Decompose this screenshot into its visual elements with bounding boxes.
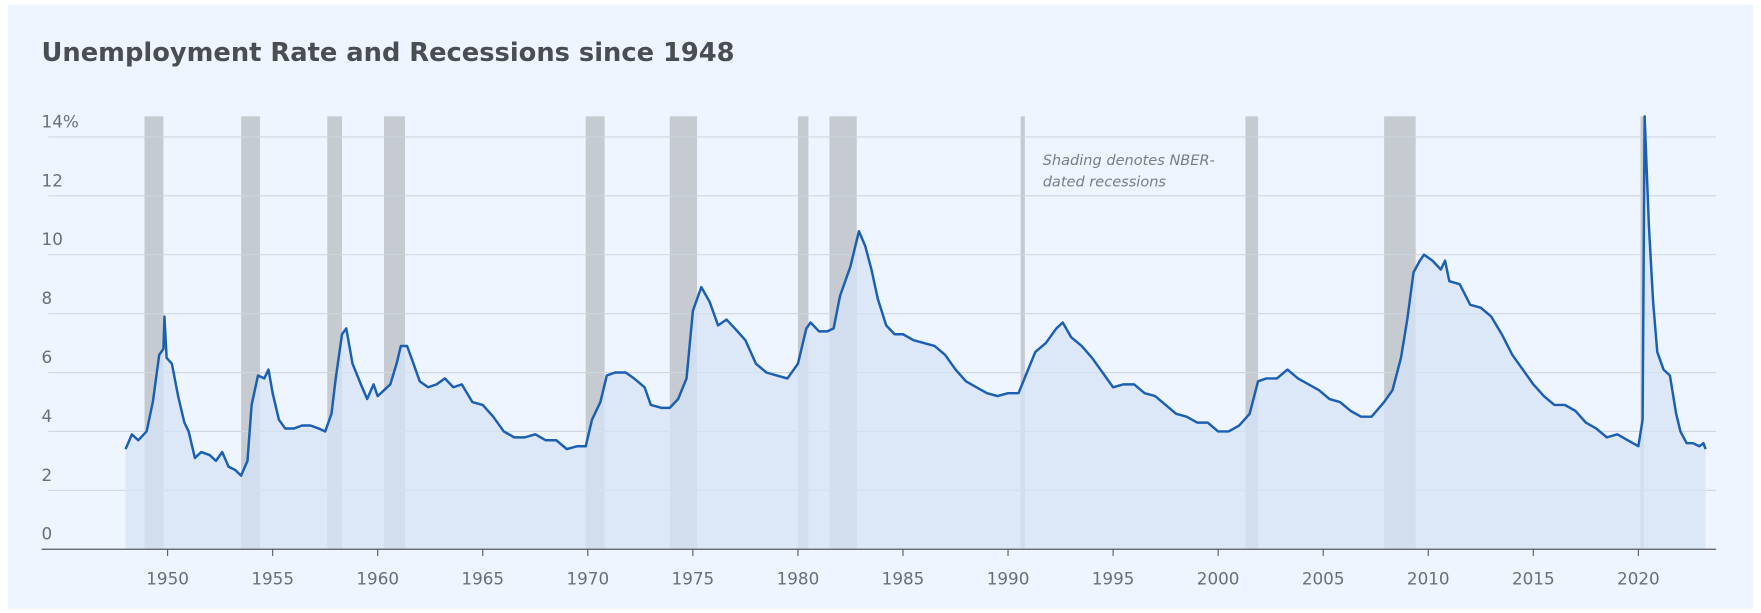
x-tick-label: 1975 [672,568,715,588]
y-tick-label: 0 [42,524,53,544]
recession-band [797,116,809,550]
y-tick-label: 4 [42,406,53,426]
x-tick-label: 2015 [1512,568,1555,588]
x-tick-label: 2010 [1407,568,1450,588]
x-tick-label: 1970 [566,568,609,588]
x-tick-label: 1995 [1092,568,1135,588]
x-tick-label: 2000 [1197,568,1240,588]
annotation: dated recessions [1043,174,1167,190]
y-tick-label: 6 [42,347,53,367]
line [124,115,1707,477]
x-tick-label: 1955 [251,568,294,588]
x-tick-label: 1965 [461,568,504,588]
y-tick-label: 14% [42,111,79,131]
x-tick-label: 1980 [777,568,820,588]
y-tick-label: 8 [42,288,53,308]
recession-band [1020,116,1025,550]
y-tick-label: 12 [42,170,63,190]
x-tick-label: 1950 [146,568,189,588]
x-tick-label: 2005 [1302,568,1345,588]
area [125,116,1706,550]
plot: 0 2 4 6 8 10 12 14% 1950 1955 1960 1965 1970 1975 1980… [42,111,1717,588]
y-tick-label: 10 [42,229,63,249]
x-tick-label: 1990 [987,568,1030,588]
chart-title: Unemployment Rate and Recessions since 1… [42,38,735,68]
x-tick-label: 1985 [882,568,925,588]
annotation: Shading denotes NBER- [1043,153,1215,169]
x-tick-label: 1960 [356,568,399,588]
x-tick-label: 2020 [1617,568,1660,588]
y-tick-label: 2 [42,465,53,485]
